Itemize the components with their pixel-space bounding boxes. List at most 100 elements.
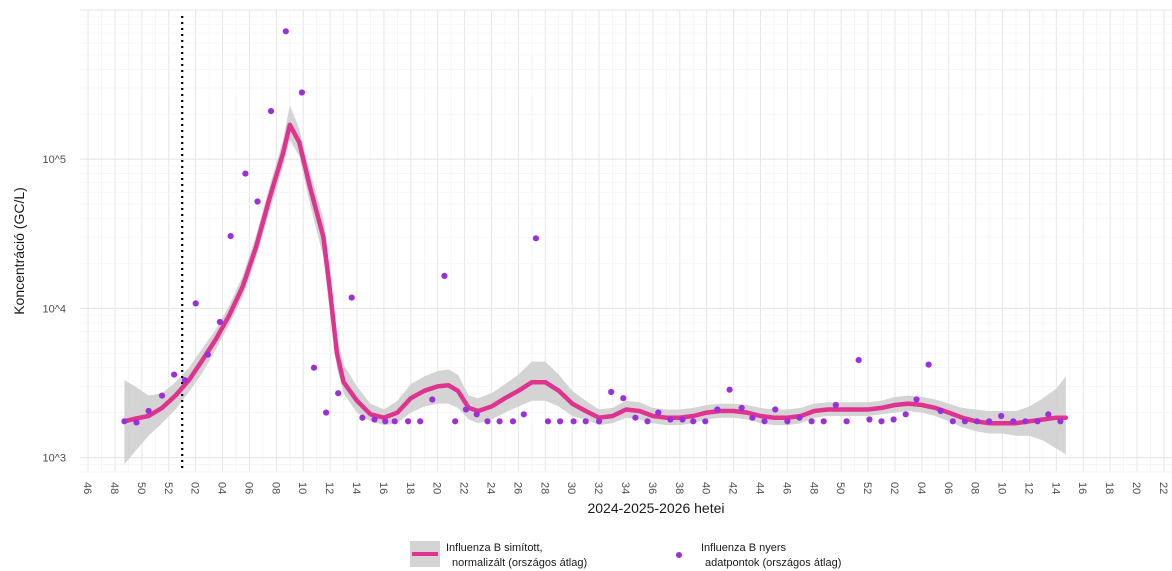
raw-data-point [843, 418, 850, 425]
x-tick-label: 26 [511, 482, 523, 494]
raw-data-point [310, 364, 318, 371]
raw-data-point [473, 411, 480, 418]
x-tick-label: 24 [485, 482, 497, 494]
raw-data-point [532, 235, 540, 242]
raw-data-point [335, 390, 342, 397]
x-tick-label: 50 [834, 482, 846, 494]
x-tick-label: 22 [1157, 482, 1169, 494]
raw-data-point [855, 357, 862, 364]
x-axis-title: 2024-2025-2026 hetei [587, 500, 724, 516]
x-tick-label: 14 [350, 482, 362, 494]
y-axis-title: Koncentráció (GC/L) [11, 187, 27, 315]
grid [80, 9, 1172, 473]
raw-data-point [772, 406, 779, 413]
x-tick-label: 20 [431, 482, 443, 494]
raw-data-point [282, 28, 289, 35]
raw-data-point [441, 272, 448, 279]
raw-data-point [878, 418, 885, 425]
x-tick-label: 02 [888, 482, 900, 494]
legend-label-smoothed-line2: normalizált (országos átlag) [452, 557, 587, 569]
raw-data-point [726, 386, 733, 393]
raw-data-point [391, 418, 398, 425]
raw-data-point [667, 416, 674, 423]
raw-data-point [462, 406, 470, 413]
x-tick-label: 30 [565, 482, 577, 494]
raw-data-point [986, 418, 993, 425]
raw-data-point [679, 416, 686, 423]
raw-data-point [608, 388, 615, 396]
raw-data-point [570, 418, 577, 425]
raw-data-point [655, 409, 662, 416]
raw-data-point [121, 418, 128, 425]
raw-data-point [949, 418, 956, 425]
x-tick-label: 22 [458, 482, 470, 494]
raw-data-point [267, 108, 275, 115]
raw-data-point [145, 407, 152, 415]
raw-data-point [1034, 418, 1041, 425]
x-tick-label: 04 [216, 482, 228, 494]
raw-data-point [484, 418, 491, 425]
raw-data-point [171, 371, 178, 378]
raw-data-point [557, 418, 564, 425]
raw-data-point [761, 418, 768, 425]
x-tick-label: 06 [942, 482, 954, 494]
raw-data-point [961, 418, 969, 425]
raw-data-point [913, 396, 920, 403]
x-tick-label: 46 [81, 482, 93, 494]
raw-data-point [632, 414, 639, 421]
x-tick-label: 14 [1049, 482, 1061, 494]
raw-data-point [382, 418, 389, 425]
raw-data-points [121, 28, 1064, 426]
x-tick-label: 44 [753, 482, 765, 494]
x-tick-label: 20 [1130, 482, 1142, 494]
raw-data-point [1010, 418, 1017, 425]
raw-data-point [216, 318, 223, 326]
raw-data-point [158, 392, 166, 399]
x-tick-label: 34 [619, 482, 631, 494]
raw-data-point [925, 361, 932, 368]
x-tick-label: 40 [700, 482, 712, 494]
x-tick-label: 32 [592, 482, 604, 494]
raw-data-point [544, 418, 552, 425]
legend-label-raw-line1: Influenza B nyers [701, 542, 786, 554]
x-tick-label: 08 [969, 482, 981, 494]
raw-data-point [254, 198, 261, 205]
x-tick-label: 52 [162, 482, 174, 494]
raw-data-point [242, 170, 249, 177]
x-tick-label: 48 [807, 482, 819, 494]
raw-data-point [620, 395, 627, 402]
raw-data-point [596, 418, 603, 425]
raw-data-point [227, 233, 234, 240]
raw-data-point [371, 416, 378, 423]
raw-data-point [133, 419, 140, 426]
x-tick-label: 10 [996, 482, 1008, 494]
x-tick-label: 12 [1022, 482, 1034, 494]
raw-data-point [509, 418, 517, 425]
raw-data-point [452, 418, 459, 425]
x-tick-label: 36 [646, 482, 658, 494]
raw-data-point [1045, 411, 1052, 418]
x-tick-label: 10 [296, 482, 308, 494]
raw-data-point [359, 414, 366, 421]
x-axis-ticks: 46 48 50 52 02 04 06 08 10 12 14 16 18 20 22 24 26 28 30 32… [81, 482, 1169, 494]
x-tick-label: 08 [269, 482, 281, 494]
x-tick-label: 50 [135, 482, 147, 494]
raw-data-point [690, 418, 697, 425]
raw-data-point [784, 418, 791, 425]
y-axis-ticks: 10^3 10^4 10^5 [42, 154, 66, 464]
x-tick-label: 18 [404, 482, 416, 494]
raw-data-point [749, 414, 756, 421]
legend-point-swatch [676, 552, 682, 558]
raw-data-point [181, 377, 188, 384]
x-tick-label: 18 [1103, 482, 1115, 494]
raw-data-point [866, 416, 873, 423]
confidence-ribbon [124, 105, 1066, 465]
raw-data-point [417, 418, 424, 425]
raw-data-point [520, 411, 527, 418]
raw-data-point [714, 406, 721, 413]
x-tick-label: 38 [673, 482, 685, 494]
raw-data-point [796, 414, 803, 421]
legend: Influenza B simított, normalizált (orszá… [410, 541, 841, 569]
smoothed-series-line [122, 122, 1069, 426]
x-tick-label: 12 [323, 482, 335, 494]
